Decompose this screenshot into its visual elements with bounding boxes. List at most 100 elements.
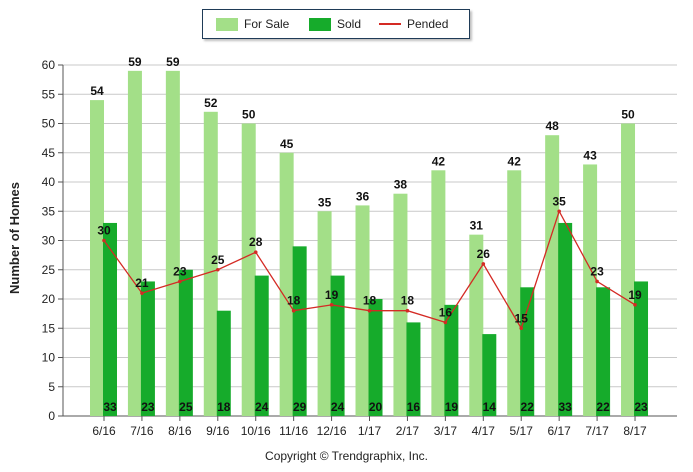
data-label-sold: 33 [558, 400, 572, 414]
data-label-for-sale: 38 [394, 178, 408, 192]
x-tick-label: 2/17 [396, 424, 420, 438]
bar-for-sale [279, 152, 294, 416]
data-label-pended: 25 [211, 253, 225, 267]
bar-sold [482, 334, 497, 416]
data-label-pended: 26 [477, 247, 491, 261]
y-tick-label: 25 [42, 263, 56, 277]
legend-item-pended[interactable]: Pended [379, 17, 448, 31]
data-label-pended: 21 [135, 276, 149, 290]
data-label-pended: 18 [401, 294, 415, 308]
legend: For Sale Sold Pended [202, 9, 470, 39]
data-label-pended: 18 [287, 294, 301, 308]
bar-sold [520, 287, 535, 416]
pended-line [102, 209, 637, 331]
data-label-sold: 20 [369, 400, 383, 414]
x-tick-label: 12/16 [317, 424, 347, 438]
bar-sold [444, 304, 459, 416]
pended-point [481, 262, 486, 266]
y-tick-label: 15 [42, 321, 56, 335]
copyright-label: Copyright © Trendgraphix, Inc. [265, 449, 428, 463]
grid-lines [63, 64, 677, 388]
data-label-pended: 15 [515, 311, 529, 325]
legend-item-sold[interactable]: Sold [309, 17, 361, 31]
pended-point [329, 303, 334, 307]
x-tick-label: 6/17 [547, 424, 571, 438]
x-tick-label: 3/17 [434, 424, 458, 438]
y-tick-label: 30 [42, 234, 56, 248]
tick-labels: 0 5 10 15 20 25 30 35 40 45 50 55 60 6/16 7/16 8/16 9/16… [42, 58, 647, 438]
data-label-for-sale: 48 [545, 119, 559, 133]
pended-point [633, 303, 637, 307]
y-tick-label: 35 [42, 204, 56, 218]
bar-sold [558, 222, 573, 416]
pended-point [405, 308, 410, 313]
data-label-pended: 30 [97, 224, 111, 238]
data-label-for-sale: 42 [432, 154, 446, 168]
bar-for-sale [203, 111, 218, 417]
data-label-for-sale: 36 [356, 189, 370, 203]
data-label-pended: 23 [590, 264, 604, 278]
y-tick-label: 5 [48, 380, 55, 394]
y-tick-label: 50 [42, 117, 56, 131]
bar-for-sale [431, 170, 446, 416]
data-label-for-sale: 52 [204, 96, 218, 110]
bar-for-sale [165, 70, 180, 416]
bar-for-sale [507, 170, 522, 416]
data-label-for-sale: 42 [508, 154, 522, 168]
for-sale-swatch [216, 17, 238, 31]
data-label-sold: 33 [103, 400, 117, 414]
data-label-for-sale: 50 [242, 108, 256, 122]
y-tick-label: 45 [42, 146, 56, 160]
bar-for-sale [127, 70, 142, 416]
data-label-for-sale: 50 [621, 108, 635, 122]
x-tick-label: 5/17 [510, 424, 534, 438]
bar-sold [634, 281, 649, 416]
x-tick-label: 8/17 [623, 424, 647, 438]
bar-for-sale [621, 123, 636, 416]
data-labels: 54 33 59 23 59 25 52 18 50 24 45 29 35 24 36 20 38 16 42 19… [90, 55, 648, 414]
x-tick-label: 10/16 [241, 424, 271, 438]
pended-point [178, 279, 182, 284]
data-label-sold: 14 [483, 400, 497, 414]
data-label-sold: 25 [179, 400, 193, 414]
data-label-for-sale: 59 [128, 55, 142, 69]
data-label-for-sale: 54 [90, 84, 104, 98]
y-axis-label: Number of Homes [7, 182, 22, 294]
data-label-sold: 23 [634, 400, 648, 414]
data-label-for-sale: 43 [583, 148, 597, 162]
pended-point [140, 291, 144, 295]
bar-sold [406, 322, 421, 416]
pended-point [595, 279, 599, 284]
x-tick-label: 8/16 [168, 424, 192, 438]
bar-for-sale [317, 211, 332, 416]
legend-item-for-sale[interactable]: For Sale [216, 17, 289, 31]
bar-for-sale [393, 193, 408, 416]
x-tick-label: 7/17 [585, 424, 609, 438]
data-label-for-sale: 31 [470, 219, 484, 233]
data-label-pended: 19 [325, 288, 339, 302]
data-label-sold: 23 [141, 400, 155, 414]
bar-sold [596, 287, 611, 416]
bar-sold [254, 275, 269, 416]
bar-sold [292, 246, 307, 416]
y-tick-label: 55 [42, 87, 56, 101]
bars [90, 70, 649, 417]
pended-point [557, 209, 561, 214]
pended-point [102, 238, 106, 243]
data-label-sold: 16 [407, 400, 421, 414]
bar-for-sale [355, 205, 370, 416]
x-tick-label: 11/16 [279, 424, 308, 438]
data-label-pended: 35 [552, 194, 566, 208]
x-tick-label: 9/16 [206, 424, 230, 438]
data-label-pended: 16 [439, 305, 453, 319]
y-tick-label: 0 [48, 409, 55, 423]
copyright-text: Copyright © Trendgraphix, Inc. [0, 449, 693, 463]
y-tick-label: 20 [42, 292, 56, 306]
data-label-pended: 23 [173, 264, 187, 278]
x-tick-label: 4/17 [472, 424, 496, 438]
data-label-sold: 18 [217, 400, 231, 414]
bar-sold [216, 310, 231, 416]
pended-swatch [379, 23, 401, 25]
data-label-pended: 18 [363, 294, 377, 308]
x-tick-label: 1/17 [358, 424, 382, 438]
